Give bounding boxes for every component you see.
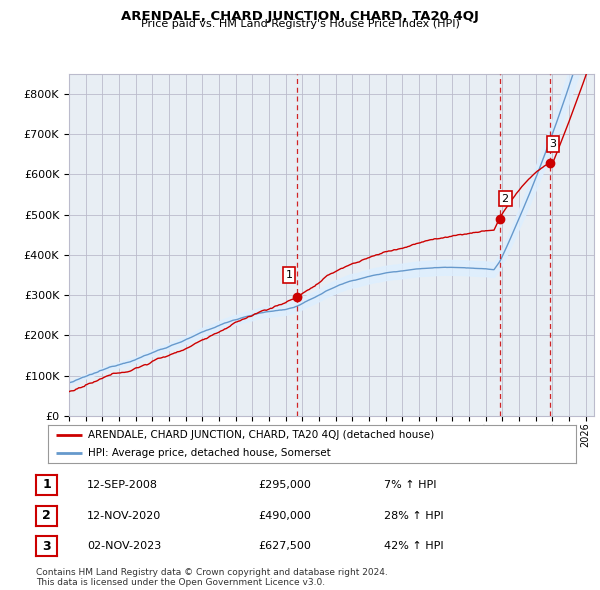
Text: 1: 1 [42,478,51,491]
Text: £627,500: £627,500 [258,542,311,551]
Text: 3: 3 [42,540,51,553]
Text: 2: 2 [502,194,509,204]
Text: 12-SEP-2008: 12-SEP-2008 [87,480,158,490]
Text: 42% ↑ HPI: 42% ↑ HPI [384,542,443,551]
Text: HPI: Average price, detached house, Somerset: HPI: Average price, detached house, Some… [88,448,331,458]
Text: 02-NOV-2023: 02-NOV-2023 [87,542,161,551]
Text: £295,000: £295,000 [258,480,311,490]
Text: Contains HM Land Registry data © Crown copyright and database right 2024.
This d: Contains HM Land Registry data © Crown c… [36,568,388,587]
Text: 3: 3 [550,139,556,149]
Text: 12-NOV-2020: 12-NOV-2020 [87,511,161,520]
Text: 1: 1 [286,270,293,280]
Text: 28% ↑ HPI: 28% ↑ HPI [384,511,443,520]
Text: ARENDALE, CHARD JUNCTION, CHARD, TA20 4QJ: ARENDALE, CHARD JUNCTION, CHARD, TA20 4Q… [121,10,479,23]
Text: £490,000: £490,000 [258,511,311,520]
Text: Price paid vs. HM Land Registry's House Price Index (HPI): Price paid vs. HM Land Registry's House … [140,19,460,29]
Text: 2: 2 [42,509,51,522]
Text: 7% ↑ HPI: 7% ↑ HPI [384,480,437,490]
Text: ARENDALE, CHARD JUNCTION, CHARD, TA20 4QJ (detached house): ARENDALE, CHARD JUNCTION, CHARD, TA20 4Q… [88,430,434,440]
